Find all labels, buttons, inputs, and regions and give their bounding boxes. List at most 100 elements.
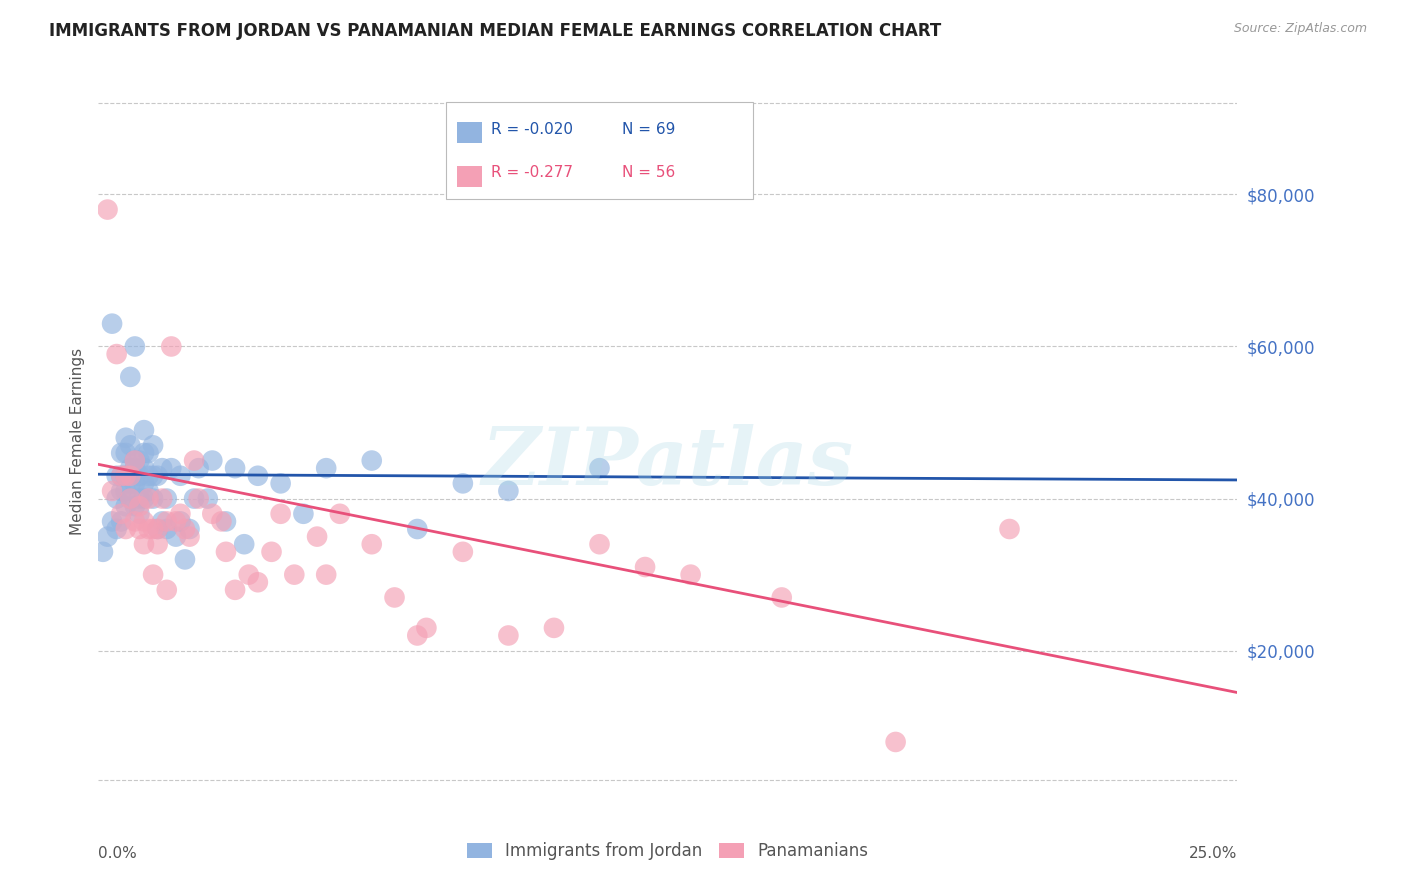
Point	[270, 476, 292, 491]
Point	[360, 453, 382, 467]
FancyBboxPatch shape	[457, 122, 482, 143]
Point	[120, 438, 142, 452]
Point	[406, 628, 429, 642]
Point	[146, 468, 169, 483]
Point	[156, 582, 179, 597]
Point	[91, 545, 114, 559]
Point	[451, 476, 474, 491]
Point	[209, 515, 232, 529]
Point	[114, 483, 136, 498]
Point	[142, 438, 165, 452]
Point	[156, 522, 179, 536]
Point	[179, 530, 201, 544]
Point	[132, 491, 155, 506]
Point	[150, 491, 173, 506]
Point	[165, 530, 187, 544]
Point	[224, 461, 246, 475]
Point	[187, 491, 209, 506]
Point	[114, 446, 136, 460]
Point	[105, 522, 128, 536]
Y-axis label: Median Female Earnings: Median Female Earnings	[69, 348, 84, 535]
Text: IMMIGRANTS FROM JORDAN VS PANAMANIAN MEDIAN FEMALE EARNINGS CORRELATION CHART: IMMIGRANTS FROM JORDAN VS PANAMANIAN MED…	[49, 22, 942, 40]
Point	[96, 202, 118, 217]
Point	[156, 515, 179, 529]
Point	[156, 491, 179, 506]
Point	[283, 567, 305, 582]
Point	[246, 575, 269, 590]
Point	[132, 461, 155, 475]
Point	[110, 468, 132, 483]
Point	[179, 522, 201, 536]
Point	[120, 476, 142, 491]
Point	[169, 515, 191, 529]
Point	[315, 567, 337, 582]
Point	[588, 461, 610, 475]
Point	[124, 453, 146, 467]
Point	[543, 621, 565, 635]
Point	[187, 461, 209, 475]
Point	[270, 507, 292, 521]
Point	[114, 468, 136, 483]
Point	[451, 545, 474, 559]
Point	[110, 446, 132, 460]
Point	[169, 507, 191, 521]
Point	[384, 591, 406, 605]
Point	[588, 537, 610, 551]
Point	[101, 515, 124, 529]
Point	[105, 468, 128, 483]
Point	[128, 453, 150, 467]
Point	[138, 522, 160, 536]
Point	[124, 515, 146, 529]
Point	[124, 476, 146, 491]
Point	[498, 483, 520, 498]
Point	[120, 468, 142, 483]
Point	[169, 468, 191, 483]
Point	[120, 491, 142, 506]
Point	[114, 431, 136, 445]
FancyBboxPatch shape	[446, 102, 754, 200]
Point	[114, 522, 136, 536]
Point	[110, 483, 132, 498]
Point	[160, 339, 183, 353]
Legend: Immigrants from Jordan, Panamanians: Immigrants from Jordan, Panamanians	[460, 836, 876, 867]
Point	[174, 522, 197, 536]
Point	[201, 507, 224, 521]
Text: 25.0%: 25.0%	[1189, 847, 1237, 861]
Point	[215, 515, 238, 529]
Point	[998, 522, 1021, 536]
FancyBboxPatch shape	[457, 166, 482, 186]
Text: ZIPatlas: ZIPatlas	[482, 425, 853, 502]
Point	[884, 735, 907, 749]
Point	[138, 446, 160, 460]
Point	[138, 468, 160, 483]
Point	[105, 491, 128, 506]
Point	[138, 491, 160, 506]
Point	[142, 468, 165, 483]
Point	[160, 461, 183, 475]
Point	[138, 483, 160, 498]
Point	[146, 522, 169, 536]
Point	[329, 507, 352, 521]
Point	[128, 491, 150, 506]
Point	[292, 507, 315, 521]
Point	[132, 476, 155, 491]
Point	[233, 537, 256, 551]
Point	[406, 522, 429, 536]
Point	[114, 499, 136, 513]
Point	[634, 560, 657, 574]
Text: Source: ZipAtlas.com: Source: ZipAtlas.com	[1233, 22, 1367, 36]
Point	[101, 317, 124, 331]
Point	[315, 461, 337, 475]
Point	[142, 567, 165, 582]
Text: N = 56: N = 56	[623, 165, 675, 179]
Point	[128, 507, 150, 521]
Point	[110, 468, 132, 483]
Point	[105, 347, 128, 361]
Point	[128, 522, 150, 536]
Point	[124, 453, 146, 467]
Point	[770, 591, 793, 605]
Point	[174, 552, 197, 566]
Point	[101, 483, 124, 498]
Point	[110, 507, 132, 521]
Point	[128, 468, 150, 483]
